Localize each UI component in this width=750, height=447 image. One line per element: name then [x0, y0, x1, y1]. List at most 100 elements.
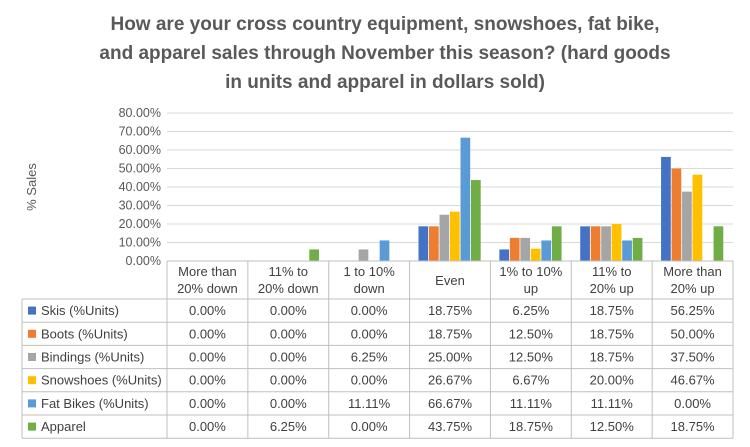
- bar: [580, 226, 590, 261]
- data-cell: 11.11%: [510, 396, 553, 411]
- bar: [682, 191, 692, 261]
- bar: [611, 224, 622, 261]
- category-label: Even: [435, 273, 465, 288]
- data-cell: 0.00%: [270, 326, 307, 341]
- data-cell: 46.67%: [671, 373, 716, 388]
- data-cell: 0.00%: [351, 303, 388, 318]
- data-cell: 18.75%: [590, 303, 635, 318]
- bar: [692, 174, 703, 261]
- data-cell: 6.67%: [512, 373, 549, 388]
- series-label: Fat Bikes (%Units): [41, 396, 149, 411]
- bar: [418, 226, 429, 261]
- y-tick-label: 60.00%: [119, 143, 161, 157]
- bar: [309, 249, 319, 261]
- data-cell: 0.00%: [189, 303, 226, 318]
- category-label: 20% down: [177, 281, 238, 296]
- data-cell: 0.00%: [270, 303, 307, 318]
- y-tick-label: 30.00%: [119, 199, 161, 213]
- data-cell: 6.25%: [512, 303, 549, 318]
- bar: [520, 237, 531, 261]
- category-label: down: [354, 281, 385, 296]
- data-cell: 0.00%: [189, 419, 226, 434]
- bar: [358, 249, 369, 261]
- bar: [379, 240, 390, 261]
- data-cell: 25.00%: [428, 350, 473, 365]
- bar: [471, 180, 481, 261]
- data-cell: 26.67%: [428, 373, 473, 388]
- data-cell: 56.25%: [671, 303, 716, 318]
- bar: [499, 249, 510, 261]
- data-cell: 66.67%: [428, 396, 473, 411]
- data-cell: 20.00%: [590, 373, 635, 388]
- category-label: 20% up: [671, 281, 715, 296]
- bar: [429, 226, 439, 261]
- data-cell: 18.75%: [590, 350, 635, 365]
- bar: [671, 168, 682, 261]
- data-cell: 18.75%: [428, 303, 473, 318]
- data-cell: 18.75%: [509, 419, 554, 434]
- category-label: up: [524, 281, 538, 296]
- data-cell: 37.50%: [671, 350, 716, 365]
- data-cell: 0.00%: [270, 396, 307, 411]
- category-label: More than: [178, 264, 237, 279]
- bar: [713, 226, 724, 261]
- bar: [509, 237, 520, 261]
- data-cell: 18.75%: [590, 326, 635, 341]
- data-cell: 0.00%: [189, 350, 226, 365]
- y-tick-label: 50.00%: [119, 162, 161, 176]
- data-cell: 11.11%: [591, 396, 634, 411]
- bar: [551, 226, 562, 261]
- legend-key: [28, 306, 36, 315]
- chart-title-line-2: and apparel sales through November this …: [99, 43, 671, 64]
- bar: [632, 237, 643, 261]
- data-cell: 11.11%: [348, 396, 391, 411]
- bar: [601, 226, 611, 261]
- series-label: Bindings (%Units): [41, 350, 144, 365]
- y-tick-label: 70.00%: [119, 125, 161, 139]
- y-tick-label: 20.00%: [119, 217, 161, 231]
- category-label: 11% to: [592, 264, 632, 279]
- data-cell: 6.25%: [351, 350, 388, 365]
- data-cell: 50.00%: [671, 326, 716, 341]
- legend-key: [28, 376, 36, 385]
- series-label: Skis (%Units): [41, 303, 119, 318]
- data-cell: 0.00%: [189, 373, 226, 388]
- category-label: 11% to: [269, 264, 309, 279]
- bar: [622, 240, 632, 261]
- data-cell: 0.00%: [270, 373, 307, 388]
- data-cell: 0.00%: [270, 350, 307, 365]
- data-cell: 12.50%: [509, 326, 554, 341]
- series-label: Snowshoes (%Units): [41, 373, 162, 388]
- chart-title-line-3: in units and apparel in dollars sold): [225, 72, 545, 93]
- data-cell: 12.50%: [509, 350, 554, 365]
- legend-key: [28, 422, 36, 431]
- bar: [439, 214, 450, 261]
- bar: [661, 156, 671, 261]
- data-cell: 12.50%: [590, 419, 635, 434]
- y-tick-label: 10.00%: [119, 236, 161, 250]
- data-cell: 6.25%: [270, 419, 307, 434]
- category-label: 1 to 10%: [343, 264, 395, 279]
- chart-title-line-1: How are your cross country equipment, sn…: [110, 14, 660, 35]
- y-tick-label: 80.00%: [119, 106, 161, 120]
- legend-key: [28, 399, 36, 408]
- data-cell: 0.00%: [189, 326, 226, 341]
- series-label: Apparel: [41, 419, 86, 434]
- data-cell: 0.00%: [351, 419, 388, 434]
- category-label: 20% down: [258, 281, 319, 296]
- category-label: 20% up: [590, 281, 634, 296]
- category-label: 1% to 10%: [499, 264, 562, 279]
- bar: [541, 240, 552, 261]
- bar: [460, 137, 471, 261]
- y-tick-label: 40.00%: [119, 180, 161, 194]
- data-cell: 0.00%: [351, 326, 388, 341]
- bar: [450, 211, 460, 261]
- data-cell: 18.75%: [671, 419, 716, 434]
- data-cell: 18.75%: [428, 326, 473, 341]
- chart-title: How are your cross country equipment, sn…: [60, 10, 710, 97]
- bar: [590, 226, 601, 261]
- legend-key: [28, 329, 36, 338]
- y-axis-label: % Sales: [24, 163, 39, 211]
